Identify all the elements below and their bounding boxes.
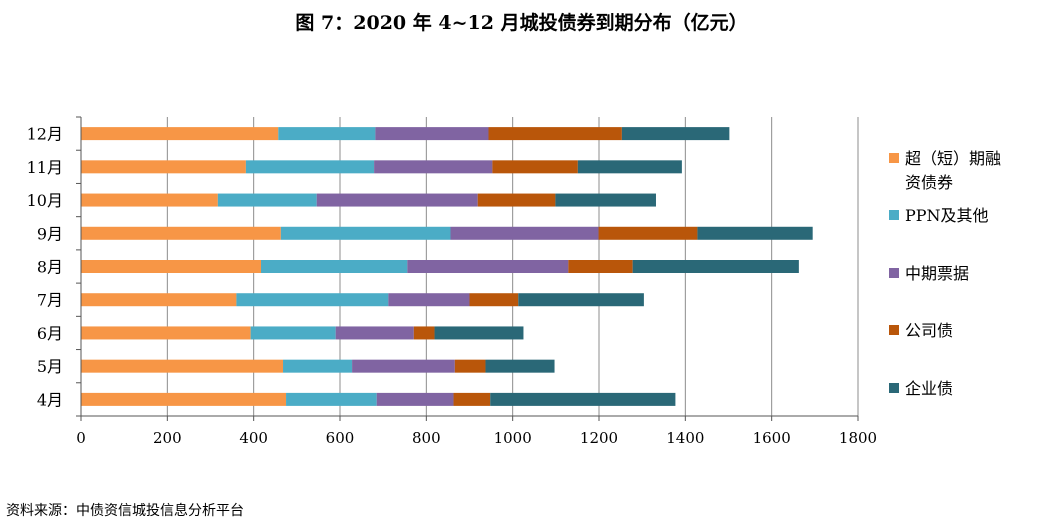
bar-segment (454, 359, 486, 373)
bar-series (81, 127, 813, 406)
legend-label: 资债券 (905, 173, 953, 192)
bar-segment (450, 226, 599, 240)
bar-segment (453, 392, 491, 406)
bar-segment (316, 193, 478, 207)
bar-segment (278, 127, 376, 141)
bar-segment (621, 127, 730, 141)
bar-segment (469, 293, 519, 307)
bar-segment (598, 226, 698, 240)
legend-swatch (889, 268, 899, 278)
legend-label: 企业债 (905, 379, 953, 398)
bar-segment (697, 226, 813, 240)
bar-segment (485, 359, 555, 373)
bar-segment (81, 193, 218, 207)
legend-swatch (889, 210, 899, 220)
stacked-bar-chart: 0 200 400 600 800 1000 1200 1400 1600 1800 12月 11月 1… (27, 116, 1001, 447)
bar-segment (488, 127, 622, 141)
bar-segment (81, 293, 237, 307)
legend-swatch (889, 325, 899, 335)
bar-segment (632, 260, 799, 273)
legend-swatch (889, 153, 899, 163)
bar-segment (577, 160, 682, 174)
legend-label: 公司债 (905, 321, 953, 340)
bar-segment (477, 193, 556, 207)
bar-segment (280, 226, 451, 240)
legend-label: 超（短）期融 (905, 149, 1001, 168)
bar-segment (492, 160, 578, 174)
bar-segment (374, 160, 493, 174)
legend-label: PPN及其他 (905, 206, 989, 225)
bar-segment (81, 127, 279, 141)
bar-segment (375, 127, 489, 141)
y-tick-label: 9月 (37, 224, 63, 243)
bar-segment (81, 260, 262, 273)
bar-segment (555, 193, 656, 207)
x-tick-label: 1000 (494, 429, 532, 447)
legend-swatch (889, 383, 899, 393)
legend-label: 中期票据 (905, 264, 969, 283)
x-tick-label: 200 (153, 429, 182, 447)
bar-segment (376, 392, 454, 406)
x-tick-label: 1800 (839, 429, 877, 447)
x-tick-label: 0 (76, 429, 86, 447)
y-tick-label: 8月 (37, 258, 63, 277)
y-tick-label: 12月 (27, 125, 63, 144)
x-tick-label: 800 (412, 429, 441, 447)
bar-segment (518, 293, 644, 307)
bar-segment (352, 359, 455, 373)
bar-segment (217, 193, 317, 207)
bar-segment (407, 260, 569, 273)
y-tick-label: 6月 (37, 324, 63, 343)
bar-segment (261, 260, 408, 273)
y-tick-label: 5月 (37, 357, 63, 376)
bar-segment (81, 326, 251, 340)
bar-segment (286, 392, 377, 406)
y-tick-label: 11月 (27, 158, 63, 177)
bar-segment (250, 326, 336, 340)
x-tick-label: 400 (239, 429, 268, 447)
x-tick-label: 600 (326, 429, 355, 447)
bar-segment (335, 326, 414, 340)
bar-segment (490, 392, 676, 406)
x-tick-label: 1200 (580, 429, 618, 447)
bar-segment (413, 326, 435, 340)
bar-segment (236, 293, 389, 307)
x-tick-label: 1600 (753, 429, 791, 447)
axes: 0 200 400 600 800 1000 1200 1400 1600 1800 12月 11月 1… (27, 116, 877, 447)
bar-segment (388, 293, 470, 307)
source-note: 资料来源：中债资信城投信息分析平台 (6, 503, 244, 519)
bar-segment (81, 392, 287, 406)
bar-segment (434, 326, 524, 340)
x-tick-label: 1400 (666, 429, 704, 447)
bar-segment (81, 359, 284, 373)
y-tick-label: 7月 (37, 291, 63, 310)
y-tick-label: 4月 (37, 390, 63, 409)
bar-segment (283, 359, 353, 373)
bar-segment (81, 226, 281, 240)
bar-segment (81, 160, 246, 174)
bar-segment (568, 260, 633, 273)
bar-segment (245, 160, 375, 174)
y-tick-label: 10月 (27, 191, 63, 210)
chart-title: 图 7：2020 年 4~12 月城投债券到期分布（亿元） (295, 12, 748, 34)
